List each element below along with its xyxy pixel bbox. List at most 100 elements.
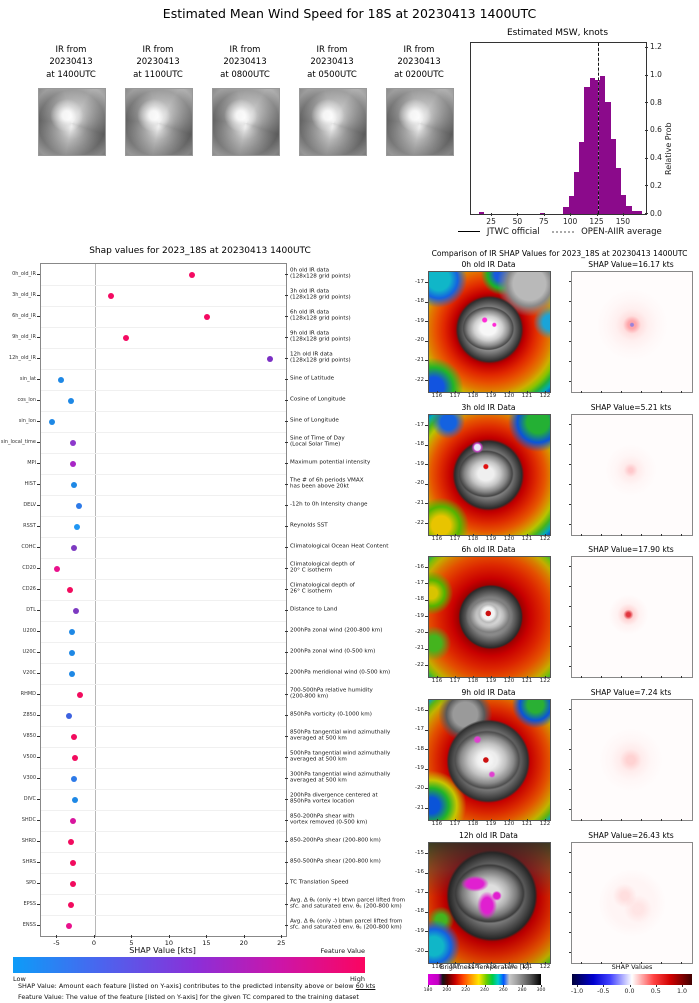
shap-map-y-tick-mark: [569, 586, 571, 587]
feature-left-tick: [37, 819, 40, 821]
feature-tick-label: V850: [23, 732, 36, 739]
ir-map-x-tick-label: 120: [503, 678, 515, 684]
comparison-header: Comparison of IR SHAP Values for 2023_18…: [431, 249, 688, 258]
ir-map-y-tick-mark: [425, 768, 428, 770]
ir-map-y-tick-label: -17: [415, 278, 424, 285]
feature-left-tick: [37, 924, 40, 926]
shap-map-title: SHAP Value=26.43 kts: [588, 831, 674, 840]
row-gridline: [41, 327, 286, 328]
histogram-bar: [589, 78, 595, 214]
ir-map-x-tick-label: 117: [449, 678, 461, 684]
ir-map-x-tick-label: 120: [503, 964, 515, 970]
histogram-x-tick-mark: [517, 213, 519, 216]
shap-cb-tick-label: -1.0: [570, 988, 584, 995]
feature-tick-label: U20C: [22, 648, 36, 655]
feature-description-line: (128x128 grid points): [290, 357, 351, 364]
shap-dot: [70, 460, 77, 467]
feature-description-line: (128x128 grid points): [290, 294, 351, 301]
shap-x-tick-label: 15: [202, 939, 211, 947]
ir-map-x-tick-mark: [455, 391, 456, 393]
ir-map-x-tick-mark: [509, 391, 510, 393]
ir-map-x-tick-label: 121: [521, 536, 533, 542]
ir-map-y-tick-label: -19: [415, 927, 424, 934]
brightness-tick-mark: [541, 985, 542, 987]
ir-map-x-tick-label: 122: [539, 821, 551, 827]
open-aiir-legend-label: OPEN-AIIR average: [581, 227, 662, 237]
feature-description-line: 9h old IR data: [290, 329, 330, 336]
feature-description-line: 0h old IR data: [290, 266, 330, 273]
ir-map-x-tick-mark: [473, 676, 474, 678]
shap-x-tick-mark: [281, 935, 283, 938]
feature-description: 300hPa tangential wind azimuthally averag…: [290, 771, 435, 784]
shap-cb-tick-mark: [603, 985, 605, 987]
ir-map-y-tick-mark: [425, 282, 428, 283]
histogram-bar: [600, 75, 606, 214]
feature-tick-label: cos_lon: [17, 396, 36, 403]
ir-map-x-tick-label: 120: [503, 536, 515, 542]
ir-map-image: [428, 556, 551, 678]
jtwc-legend-label: JTWC official: [486, 227, 540, 237]
ir-map-y-tick-label: -16: [415, 563, 424, 570]
histogram-x-tick-label: 100: [562, 217, 578, 226]
feature-right-tick: [285, 315, 288, 317]
histogram-x-tick-mark: [543, 213, 545, 216]
ir-map-x-tick-label: 120: [503, 393, 515, 399]
feature-description-line: Climatological depth of: [290, 560, 355, 567]
shap-dot: [58, 376, 65, 383]
ir-map-x-tick-label: 116: [431, 393, 443, 399]
histogram-y-tick-mark: [645, 213, 648, 214]
ir-map-y-tick-label: -19: [415, 317, 424, 324]
histogram-y-tick-mark: [645, 157, 648, 159]
ir-map-x-tick-label: 116: [431, 964, 443, 970]
shap-cb-tick-label: -0.5: [597, 988, 610, 995]
histogram-bar: [563, 207, 569, 214]
ir-map-y-tick-mark: [425, 503, 428, 505]
feature-left-tick: [37, 798, 40, 800]
ir-map-x-tick-label: 122: [539, 393, 551, 399]
feature-right-tick: [285, 735, 288, 737]
brightness-colorbar: [428, 974, 541, 985]
feature-tick-label: 0h_old_IR: [12, 270, 36, 277]
brightness-tick-label: 280: [517, 988, 527, 993]
feature-right-tick: [285, 882, 288, 884]
feature-right-tick: [285, 630, 288, 632]
feature-right-tick: [285, 441, 288, 443]
shap-map-x-tick-mark: [641, 962, 642, 964]
histogram-bar: [631, 211, 638, 214]
feature-right-tick: [285, 462, 288, 464]
ir-map-x-tick-mark: [545, 676, 546, 678]
feature-description: Avg. Δ θₑ (only +) btwn parcel lifted fr…: [290, 897, 435, 910]
shap-x-tick-label: 5: [129, 939, 134, 947]
row-gridline: [41, 915, 286, 916]
row-gridline: [41, 432, 286, 433]
shap-map-y-tick-mark: [569, 361, 571, 362]
ir-map-x-tick-mark: [437, 819, 438, 821]
ir-map-y-tick-mark: [425, 872, 428, 874]
ir-map-y-tick-label: -18: [415, 298, 424, 305]
ir-map-x-tick-mark: [491, 819, 492, 821]
row-gridline: [41, 390, 286, 391]
row-gridline: [41, 663, 286, 664]
ir-map-x-tick-label: 119: [485, 393, 497, 399]
shap-x-tick-label: -5: [53, 939, 60, 947]
feature-tick-label: 12h_old_IR: [8, 354, 36, 361]
ir-map-x-tick-label: 121: [521, 678, 533, 684]
feature-left-tick: [37, 861, 40, 863]
shap-summary-plot: [40, 263, 287, 937]
row-gridline: [41, 306, 286, 307]
shap-map-y-tick-mark: [569, 566, 571, 567]
ir-map-x-tick-label: 121: [521, 393, 533, 399]
shap-map-x-tick-mark: [601, 534, 602, 536]
ir-thumbnail-label-line: IR from: [55, 45, 87, 55]
ir-map-y-tick-label: -17: [415, 421, 424, 428]
feature-description: 850-200hPa shear (200-800 km): [290, 837, 435, 844]
ir-map-x-tick-label: 116: [431, 821, 443, 827]
feature-left-tick: [37, 420, 40, 422]
shap-x-tick-label: 20: [239, 939, 248, 947]
feature-description-line: TC Translation Speed: [290, 879, 349, 886]
ir-map-y-tick-label: -21: [415, 804, 424, 811]
feature-description-line: 200hPa zonal wind (200-800 km): [290, 627, 383, 634]
shap-dot: [73, 607, 80, 614]
feature-right-tick: [285, 294, 288, 296]
histogram-x-tick-mark: [622, 213, 624, 216]
